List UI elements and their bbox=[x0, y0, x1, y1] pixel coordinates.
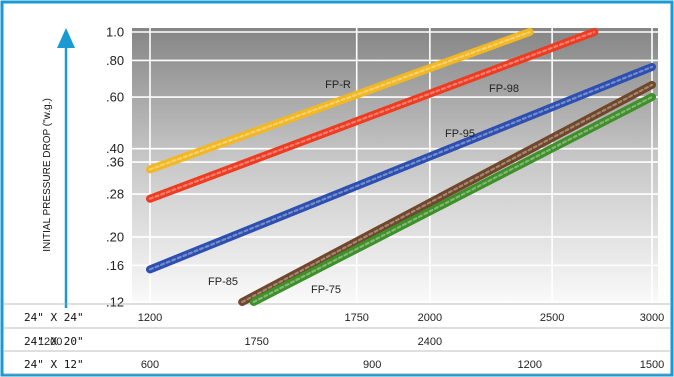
x-tick-label: 600 bbox=[141, 359, 159, 371]
x-tick-label: 2500 bbox=[540, 312, 564, 324]
series-label-fp-98: FP-98 bbox=[489, 83, 519, 95]
series-texture-fp-r bbox=[148, 30, 531, 171]
series-label-layer: FP-R FP-98 FP-95 FP-85 FP-75 bbox=[208, 79, 519, 296]
series-line-fp-r bbox=[146, 28, 534, 174]
grid-layer bbox=[132, 28, 658, 304]
y-axis-arrow bbox=[57, 28, 75, 308]
x-tick-label: 3000 bbox=[640, 312, 664, 324]
x-tick-label: 1200 bbox=[138, 312, 162, 324]
y-tick-label: 1.0 bbox=[106, 25, 124, 40]
series-line-fp-95 bbox=[146, 62, 656, 274]
series-label-fp-r: FP-R bbox=[325, 79, 351, 91]
y-tick-label: .40 bbox=[106, 141, 124, 156]
x-tick-label: 1200 bbox=[38, 336, 62, 348]
series-line-fp-98 bbox=[146, 28, 599, 203]
row-label-24-x-20: 24" X 20" bbox=[24, 335, 84, 348]
y-axis-label: INITIAL PRESSURE DROP ("w.g.) bbox=[42, 98, 53, 252]
series-label-fp-85: FP-85 bbox=[208, 276, 238, 288]
row-label-24-x-12: 24" X 12" bbox=[24, 358, 84, 371]
series-texture-fp-75 bbox=[252, 95, 654, 304]
row-label-24-x-24: 24" X 24" bbox=[24, 311, 84, 324]
y-tick-layer: 1.0 .80 .60 .40.36 .28 .20 .16 .12 bbox=[106, 25, 124, 310]
x-tick-label: 1750 bbox=[244, 336, 268, 348]
x-tick-label: 2400 bbox=[418, 336, 442, 348]
x-tick-label: 900 bbox=[363, 359, 381, 371]
x-tick-label: 2000 bbox=[418, 312, 442, 324]
series-texture-fp-98 bbox=[148, 30, 596, 200]
series-label-fp-75: FP-75 bbox=[311, 284, 341, 296]
series-line-fp-85 bbox=[238, 80, 656, 306]
plot-area bbox=[132, 28, 658, 304]
y-tick-label: .20 bbox=[106, 229, 124, 244]
series-line-fp-75 bbox=[249, 93, 656, 306]
series-texture-fp-85 bbox=[241, 83, 654, 304]
x-tick-label: 1200 bbox=[518, 359, 542, 371]
series-label-fp-95: FP-95 bbox=[445, 128, 475, 140]
y-tick-label: .60 bbox=[106, 90, 124, 105]
y-tick-label: .16 bbox=[106, 258, 124, 273]
y-tick-label: .80 bbox=[106, 53, 124, 68]
y-tick-label: .12 bbox=[106, 295, 124, 310]
y-tick-label: .36 bbox=[106, 155, 124, 170]
series-texture-fp-95 bbox=[148, 65, 654, 271]
x-tick-label: 1750 bbox=[344, 312, 368, 324]
y-tick-label: .28 bbox=[106, 187, 124, 202]
x-tick-label: 1500 bbox=[640, 359, 664, 371]
series-layer bbox=[146, 28, 656, 306]
